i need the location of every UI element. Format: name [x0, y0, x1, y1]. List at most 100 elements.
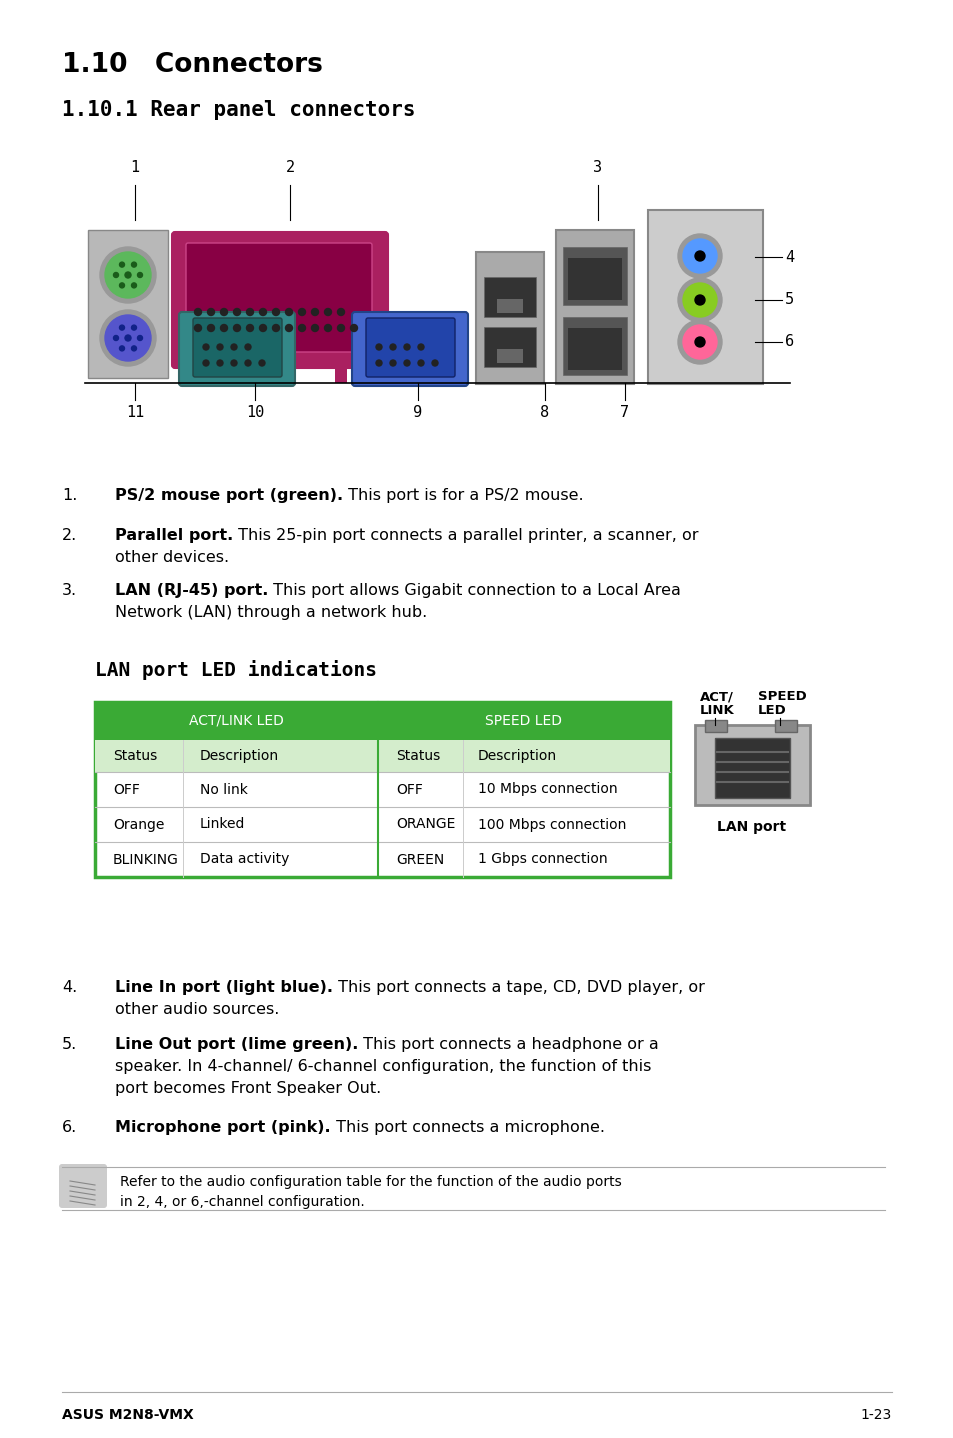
Text: Refer to the audio configuration table for the function of the audio ports: Refer to the audio configuration table f… [120, 1175, 621, 1189]
Circle shape [233, 325, 240, 332]
Circle shape [105, 252, 151, 298]
FancyBboxPatch shape [377, 702, 669, 741]
Circle shape [682, 239, 717, 273]
FancyBboxPatch shape [483, 278, 536, 316]
Circle shape [432, 360, 437, 367]
Circle shape [403, 344, 410, 349]
FancyBboxPatch shape [476, 252, 543, 384]
Text: No link: No link [200, 782, 248, 797]
Circle shape [208, 309, 214, 315]
Text: This port connects a microphone.: This port connects a microphone. [331, 1120, 604, 1135]
Circle shape [678, 321, 721, 364]
Text: other audio sources.: other audio sources. [115, 1002, 279, 1017]
Circle shape [246, 325, 253, 332]
Text: This port is for a PS/2 mouse.: This port is for a PS/2 mouse. [343, 487, 583, 503]
Circle shape [137, 335, 142, 341]
FancyBboxPatch shape [647, 210, 762, 384]
Text: 4.: 4. [62, 981, 77, 995]
Circle shape [259, 309, 266, 315]
Circle shape [137, 272, 142, 278]
Circle shape [203, 360, 209, 367]
Text: OFF: OFF [112, 782, 140, 797]
Text: 6.: 6. [62, 1120, 77, 1135]
Circle shape [678, 234, 721, 278]
Text: Data activity: Data activity [200, 853, 289, 867]
Text: 2.: 2. [62, 528, 77, 544]
Text: Description: Description [200, 749, 279, 764]
FancyBboxPatch shape [704, 720, 726, 732]
FancyBboxPatch shape [366, 318, 455, 377]
Circle shape [375, 344, 381, 349]
Circle shape [285, 309, 293, 315]
FancyBboxPatch shape [172, 232, 388, 368]
Circle shape [132, 325, 136, 331]
Text: SPEED: SPEED [758, 690, 806, 703]
FancyBboxPatch shape [483, 326, 536, 367]
Circle shape [417, 344, 423, 349]
Circle shape [390, 360, 395, 367]
Circle shape [125, 335, 131, 341]
FancyBboxPatch shape [88, 230, 168, 378]
Text: speaker. In 4-channel/ 6-channel configuration, the function of this: speaker. In 4-channel/ 6-channel configu… [115, 1058, 651, 1074]
Circle shape [350, 325, 357, 332]
Text: 10: 10 [246, 406, 264, 420]
Text: This port connects a tape, CD, DVD player, or: This port connects a tape, CD, DVD playe… [333, 981, 704, 995]
Circle shape [312, 325, 318, 332]
Circle shape [220, 309, 227, 315]
Circle shape [324, 325, 331, 332]
Circle shape [337, 325, 344, 332]
Text: Status: Status [395, 749, 439, 764]
Circle shape [298, 309, 305, 315]
Circle shape [403, 360, 410, 367]
Text: Status: Status [112, 749, 157, 764]
Circle shape [119, 283, 125, 288]
Text: Network (LAN) through a network hub.: Network (LAN) through a network hub. [115, 605, 427, 620]
FancyBboxPatch shape [497, 349, 522, 362]
Text: OFF: OFF [395, 782, 422, 797]
Circle shape [231, 344, 236, 349]
Text: 1.10   Connectors: 1.10 Connectors [62, 52, 322, 78]
Text: 9: 9 [413, 406, 422, 420]
Text: Description: Description [477, 749, 557, 764]
Text: Parallel port.: Parallel port. [115, 528, 233, 544]
Circle shape [273, 309, 279, 315]
Circle shape [245, 344, 251, 349]
Circle shape [678, 278, 721, 322]
Circle shape [375, 360, 381, 367]
FancyBboxPatch shape [59, 1163, 107, 1208]
FancyBboxPatch shape [186, 243, 372, 352]
FancyBboxPatch shape [695, 725, 809, 805]
Circle shape [132, 262, 136, 267]
FancyBboxPatch shape [562, 247, 626, 305]
Text: This port allows Gigabit connection to a Local Area: This port allows Gigabit connection to a… [268, 582, 680, 598]
FancyBboxPatch shape [567, 328, 621, 370]
Circle shape [695, 252, 704, 262]
Text: 2: 2 [285, 160, 294, 175]
Text: GREEN: GREEN [395, 853, 444, 867]
Circle shape [216, 344, 223, 349]
Circle shape [285, 325, 293, 332]
Circle shape [119, 325, 125, 331]
Text: 7: 7 [619, 406, 629, 420]
Text: Line In port (light blue).: Line In port (light blue). [115, 981, 333, 995]
Text: 4: 4 [784, 250, 793, 265]
Circle shape [298, 325, 305, 332]
Text: PS/2 mouse port (green).: PS/2 mouse port (green). [115, 487, 343, 503]
Text: SPEED LED: SPEED LED [485, 715, 562, 728]
Text: 1: 1 [131, 160, 139, 175]
Text: ACT/: ACT/ [700, 690, 733, 703]
Text: 100 Mbps connection: 100 Mbps connection [477, 817, 626, 831]
Circle shape [216, 360, 223, 367]
Text: in 2, 4, or 6,-channel configuration.: in 2, 4, or 6,-channel configuration. [120, 1195, 364, 1209]
Circle shape [390, 344, 395, 349]
FancyBboxPatch shape [95, 702, 377, 741]
Circle shape [695, 336, 704, 347]
Circle shape [100, 311, 156, 367]
FancyBboxPatch shape [497, 299, 522, 313]
Circle shape [132, 283, 136, 288]
Circle shape [113, 272, 118, 278]
FancyBboxPatch shape [95, 741, 669, 772]
Text: LAN port: LAN port [717, 820, 785, 834]
Circle shape [208, 325, 214, 332]
Circle shape [246, 309, 253, 315]
